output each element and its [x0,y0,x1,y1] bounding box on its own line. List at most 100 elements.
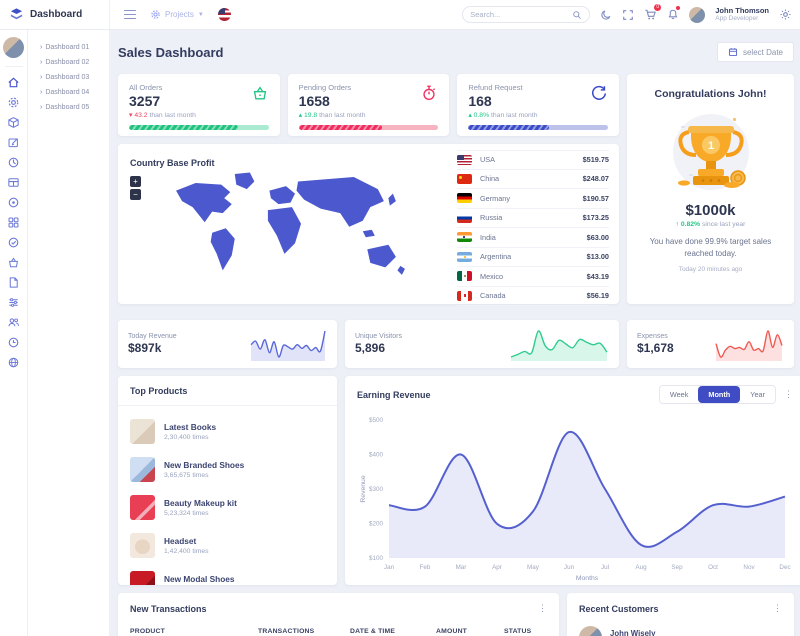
sliders-icon[interactable] [6,294,22,310]
expenses-card: Expenses $1,678 [627,320,794,368]
icon-rail [0,30,28,636]
stat-value: 3257 [129,93,161,109]
chevron-right-icon: › [40,89,43,96]
flag-russia-icon [457,212,472,223]
progress-bar [298,125,439,130]
settings-rail-icon[interactable] [6,94,22,110]
sidebar-item-dashboard-05[interactable]: › Dashboard 05 [40,104,90,111]
basket-icon[interactable] [6,254,22,270]
svg-text:$200: $200 [369,521,384,528]
brand-title: Dashboard [30,9,83,20]
language-flag-icon[interactable] [217,8,231,21]
congrats-amount: $1000k [685,202,736,219]
sidebar-item-dashboard-03[interactable]: › Dashboard 03 [40,74,90,81]
tab-week[interactable]: Week [659,386,699,403]
product-thumb [130,495,155,520]
user-info[interactable]: John Thomson App Developer [715,6,769,24]
flag-usa-icon [457,154,472,165]
flag-india-icon [457,232,472,243]
all-orders-card: All Orders 3257 ▾ 43.2 than last month [118,74,280,136]
user-name: John Thomson [715,5,769,15]
notifications-button[interactable] [667,6,681,21]
card-title: Recent Customers [579,603,659,614]
notification-dot [676,6,681,10]
svg-text:Oct: Oct [708,564,718,571]
sidebar-submenu: › Dashboard 01 › Dashboard 02 › Dashboard 0… [28,30,110,636]
product-thumb [130,571,155,585]
edit-icon[interactable] [6,134,22,150]
list-item: Headset 1,42,400 times [130,533,325,558]
trend-up-icon: ▴ [298,112,303,119]
country-row: Russia $173.25 [457,209,609,228]
sidebar-avatar[interactable] [3,37,24,58]
sidebar-item-dashboard-04[interactable]: › Dashboard 04 [40,89,90,96]
unique-visitors-card: Unique Visitors 5,896 [345,320,619,368]
world-map-svg [176,172,405,275]
globe-icon[interactable] [6,354,22,370]
product-thumb [130,419,155,444]
earning-revenue-card: Earning Revenue Week Month Year ⋮ $100 $2… [345,376,800,585]
home-icon[interactable] [6,74,22,90]
top-header: Dashboard Projects ▼ [0,0,800,30]
country-row: China $248.07 [457,170,609,189]
search-input[interactable] [470,10,569,19]
tab-month[interactable]: Month [698,386,741,403]
tab-year[interactable]: Year [740,386,775,403]
sidebar-item-dashboard-02[interactable]: › Dashboard 02 [40,59,90,66]
dark-mode-toggle[interactable] [600,9,612,21]
projects-dropdown[interactable]: Projects ▼ [150,9,204,20]
table-header-row: PRODUCT TRANSACTIONS DATE & TIME AMOUNT … [130,628,532,635]
more-menu-icon[interactable]: ⋮ [784,389,793,399]
svg-text:Months: Months [576,575,599,582]
cube-icon[interactable] [6,114,22,130]
file-icon[interactable] [6,274,22,290]
more-menu-icon[interactable]: ⋮ [538,603,547,613]
settings-button[interactable] [779,8,792,21]
target-icon[interactable] [6,194,22,210]
fullscreen-icon [623,9,634,20]
chevron-right-icon: › [40,44,43,51]
select-date-button[interactable]: select Date [716,42,794,62]
trophy-illustration: 1 [672,114,749,190]
today-revenue-card: Today Revenue $897k [118,320,337,368]
cart-button[interactable]: 0 [644,4,662,21]
users-icon[interactable] [6,314,22,330]
expenses-sparkline-chart [715,330,783,361]
svg-text:Sep: Sep [671,564,683,571]
flag-canada-icon [457,290,472,301]
svg-text:Feb: Feb [420,564,431,571]
map-zoom-out-button[interactable]: − [130,189,141,200]
progress-bar [129,125,269,130]
search-box[interactable] [462,6,591,23]
flag-china-icon [457,173,472,184]
history-icon[interactable] [6,334,22,350]
svg-text:$100: $100 [369,555,384,562]
trend-up-icon: ↑ [675,221,679,228]
stat-value: 168 [468,93,492,109]
list-item: New Branded Shoes 3,65,675 times [130,457,325,482]
trend-down-icon: ▾ [129,112,133,119]
sidebar-item-dashboard-01[interactable]: › Dashboard 01 [40,44,90,51]
card-title: Earning Revenue [357,389,431,400]
more-menu-icon[interactable]: ⋮ [773,603,782,613]
check-circle-icon[interactable] [6,234,22,250]
page-title: Sales Dashboard [118,44,224,60]
svg-text:Apr: Apr [492,564,502,571]
svg-text:1: 1 [707,140,713,152]
flag-argentina-icon [457,251,472,262]
menu-toggle-icon[interactable] [124,9,136,20]
map-zoom-in-button[interactable]: + [130,176,141,187]
search-icon[interactable] [572,10,582,20]
recent-customers-card: Recent Customers ⋮ John Wisely 1340 Gill… [567,593,794,636]
brand[interactable]: Dashboard [0,0,110,29]
chevron-right-icon: › [40,74,43,81]
clock-icon[interactable] [6,154,22,170]
grid-icon[interactable] [6,214,22,230]
app-logo-icon [10,8,23,20]
fullscreen-button[interactable] [622,9,634,21]
card-title: Top Products [130,386,188,396]
user-avatar[interactable] [689,6,706,23]
table-icon[interactable] [6,174,22,190]
visitors-sparkline-chart [510,330,608,361]
flag-germany-icon [457,193,472,204]
